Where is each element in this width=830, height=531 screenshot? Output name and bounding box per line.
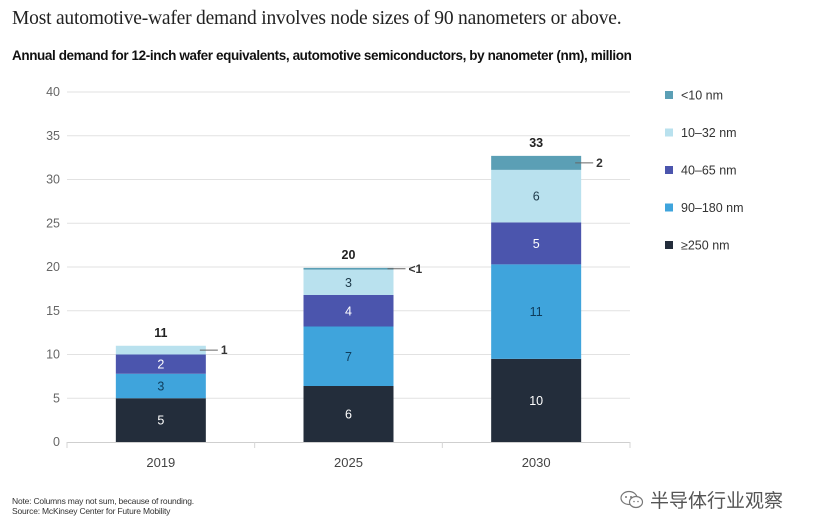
segment-label: 3 [157, 380, 164, 394]
bar-segment [115, 354, 206, 374]
segment-label: 5 [533, 237, 540, 251]
y-tick-label: 35 [46, 129, 60, 143]
callout-label: 2 [596, 156, 603, 170]
chart-headline: Most automotive-wafer demand involves no… [12, 8, 622, 29]
legend-swatch [665, 241, 673, 249]
bar-segment [115, 398, 206, 442]
bar-segment [115, 345, 206, 355]
y-tick-label: 30 [46, 173, 60, 187]
segment-label: 6 [533, 190, 540, 204]
segment-label: 5 [157, 414, 164, 428]
bar-segment [303, 386, 394, 442]
segment-label: 10 [529, 394, 543, 408]
legend-label: 10–32 nm [681, 126, 737, 140]
segment-label: 4 [345, 304, 352, 318]
x-tick-label: 2019 [146, 455, 175, 470]
bar-segment [491, 169, 582, 223]
legend-swatch [665, 203, 673, 212]
bar-segment [491, 358, 582, 442]
segment-label: 11 [530, 305, 543, 319]
segment-label: 2 [157, 358, 164, 372]
y-tick-label: 20 [46, 260, 60, 274]
bar-segment [491, 155, 582, 170]
y-tick-label: 15 [46, 304, 60, 318]
segment-label: 6 [345, 408, 352, 422]
y-tick-label: 0 [53, 435, 60, 449]
watermark-text: 半导体行业观察 [650, 491, 784, 512]
wechat-icon [620, 490, 644, 508]
total-label: 20 [342, 248, 356, 262]
legend-label: ≥250 nm [681, 239, 730, 253]
x-axis: 2019 2025 2030 [66, 442, 631, 470]
y-tick-label: 25 [46, 216, 60, 230]
bar-segment [491, 264, 582, 359]
y-tick-label: 5 [53, 391, 60, 405]
segment-label: 7 [345, 350, 352, 364]
note-text: Note: Columns may not sum, because of ro… [12, 496, 194, 506]
bar-segment [115, 373, 206, 399]
callout-label: <1 [409, 262, 423, 276]
legend-label: <10 nm [681, 89, 723, 103]
segment-label: 3 [345, 276, 352, 290]
bar-segment [303, 326, 394, 386]
legend-label: 90–180 nm [681, 201, 744, 215]
legend-swatch [665, 128, 673, 137]
bar-segment [303, 269, 394, 295]
legend-swatch [665, 166, 673, 174]
bar-segment [303, 267, 394, 270]
footnote: Note: Columns may not sum, because of ro… [12, 496, 194, 516]
bar-segment [303, 295, 394, 327]
y-tick-label: 10 [46, 348, 60, 362]
watermark: 半导体行业观察 [620, 486, 783, 513]
total-label: 33 [529, 136, 543, 150]
legend-label: 40–65 nm [681, 164, 737, 178]
x-tick-label: 2030 [522, 455, 551, 470]
legend-swatch [665, 91, 673, 99]
y-axis: 0 5 10 15 20 25 30 35 40 [46, 85, 60, 449]
callout-label: 1 [221, 343, 228, 357]
total-label: 11 [154, 326, 167, 340]
bar-segment [491, 222, 582, 265]
legend: <10 nm 10–32 nm 40–65 nm 90–180 nm ≥250 nm [665, 89, 744, 253]
source-text: Source: McKinsey Center for Future Mobil… [12, 506, 171, 516]
x-tick-label: 2025 [334, 455, 363, 470]
y-tick-label: 40 [46, 85, 60, 99]
chart-subtitle: Annual demand for 12-inch wafer equivale… [12, 48, 632, 63]
